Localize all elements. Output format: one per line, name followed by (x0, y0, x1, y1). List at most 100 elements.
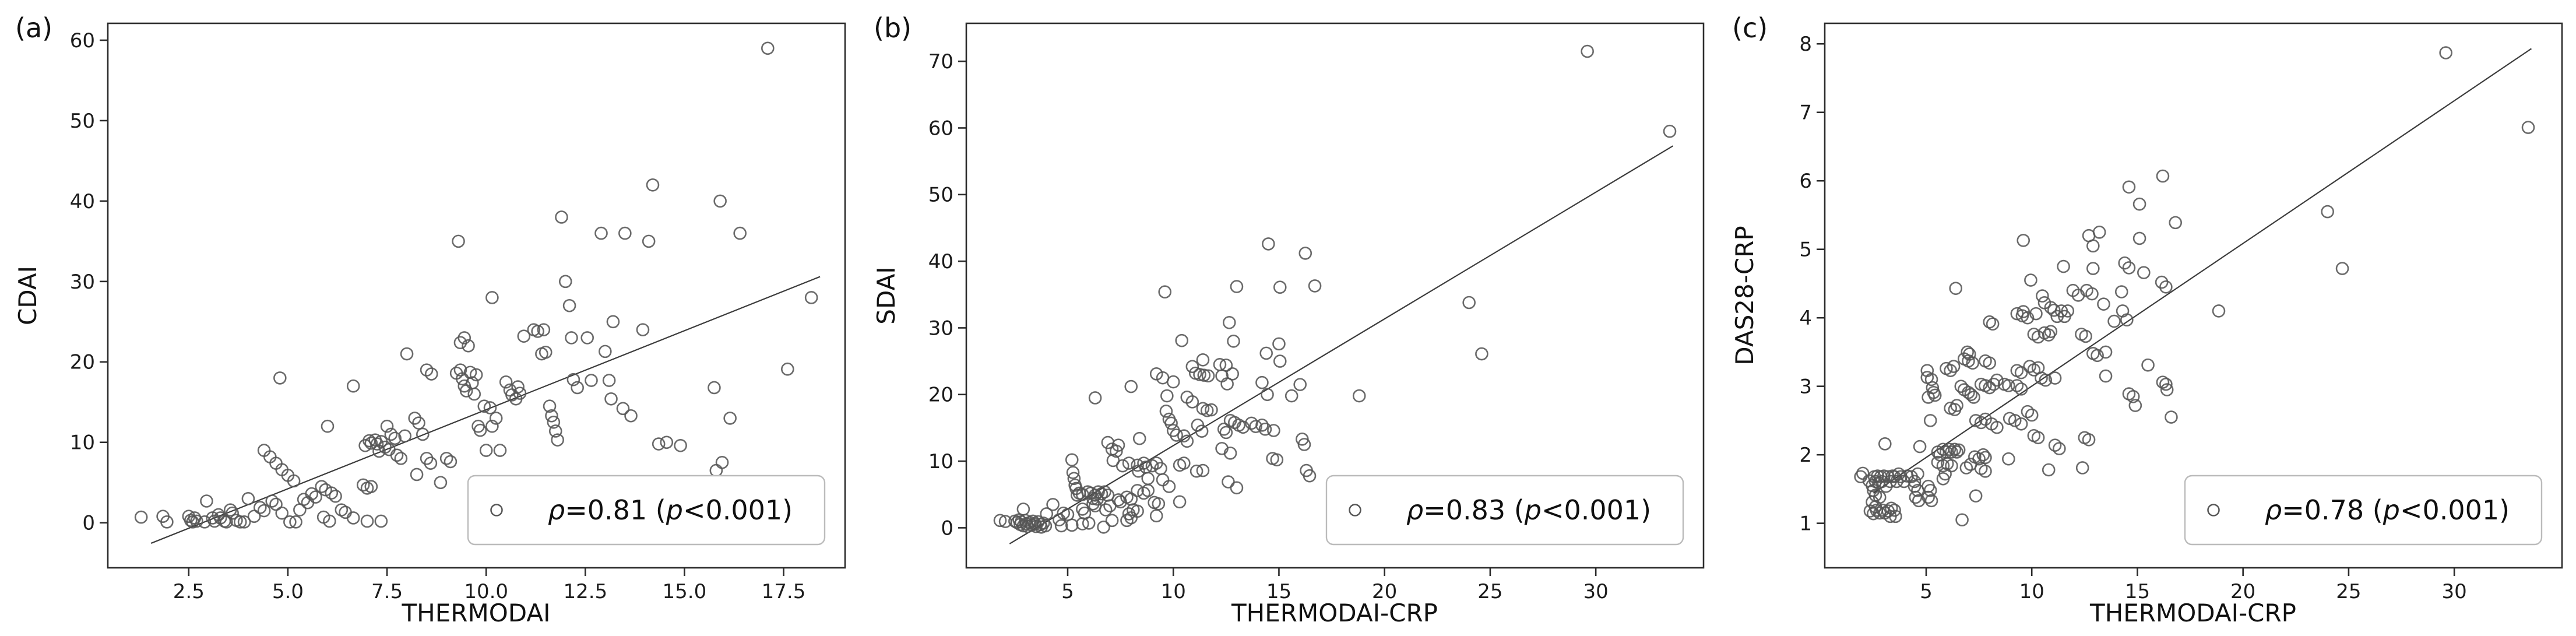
data-point (1273, 280, 1287, 294)
data-point (1054, 519, 1068, 533)
legend-marker-circle-icon (1349, 504, 1361, 516)
data-point (565, 331, 578, 345)
data-point (1201, 369, 1215, 383)
data-point (462, 339, 475, 353)
data-point (2082, 433, 2096, 447)
data-point (1928, 388, 1942, 402)
data-point (1272, 337, 1286, 351)
data-point (2021, 405, 2035, 419)
y-axis-label: DAS28-CRP (1730, 226, 1759, 365)
data-point (2165, 410, 2178, 424)
data-point (2156, 169, 2170, 183)
data-point (1972, 452, 1986, 466)
data-point (160, 515, 174, 529)
x-tick-label: 2.5 (173, 580, 205, 603)
data-point (2029, 307, 2043, 321)
data-point (1945, 459, 1958, 473)
data-point (715, 455, 729, 469)
data-point (599, 345, 612, 359)
data-point (200, 494, 213, 508)
data-point (1132, 431, 1146, 445)
data-point (1942, 442, 1956, 456)
data-point (226, 506, 239, 520)
data-point (1952, 443, 1966, 457)
data-point (1967, 391, 1980, 404)
data-point (1078, 506, 1092, 520)
plot-generated-layer: 5 10 15 20 25 30 0 10 20 30 40 50 60 70 (928, 22, 1705, 603)
data-point (1036, 516, 1050, 530)
data-point (517, 329, 531, 343)
data-point (713, 194, 727, 208)
data-point (2099, 345, 2113, 359)
x-tick-label: 5.0 (272, 580, 304, 603)
data-point (2132, 197, 2146, 211)
legend-label: ρ=0.78 (p<0.001) (2265, 494, 2510, 526)
data-point (1856, 466, 1870, 480)
data-point (1884, 501, 1898, 515)
data-point (1195, 424, 1209, 438)
data-point (364, 436, 378, 450)
x-axis-label: THERMODAI (402, 599, 551, 627)
plot-frame (965, 22, 1705, 569)
x-tick-label: 20 (1372, 580, 1397, 603)
data-point (2031, 431, 2045, 445)
data-point (1132, 464, 1145, 478)
data-point (2057, 259, 2070, 273)
data-point (1950, 445, 1963, 459)
data-point (1969, 489, 1983, 503)
data-point (545, 409, 558, 423)
data-point (555, 210, 568, 224)
data-point (709, 463, 723, 477)
data-point (483, 401, 497, 414)
data-point (558, 275, 572, 289)
y-tick-label: 10 (928, 450, 953, 473)
data-point (1230, 481, 1244, 495)
data-point (1270, 453, 1284, 467)
data-point (1220, 377, 1234, 391)
data-point (2521, 121, 2535, 134)
data-point (1217, 422, 1231, 436)
data-point (602, 374, 616, 387)
y-tick-label: 0 (941, 516, 953, 540)
data-point (1222, 315, 1236, 329)
data-point (2169, 216, 2182, 230)
data-point (1955, 513, 1969, 527)
data-point (1141, 472, 1155, 486)
data-point (2053, 442, 2066, 455)
data-point (1298, 247, 1312, 260)
data-point (2137, 266, 2151, 279)
data-point (2024, 273, 2037, 287)
data-point (1261, 388, 1274, 402)
data-point (2008, 414, 2022, 427)
data-point (2086, 262, 2100, 275)
data-point (2048, 371, 2062, 385)
data-point (190, 514, 203, 528)
y-tick-label: 20 (928, 384, 953, 407)
data-point (1197, 368, 1211, 382)
data-point (1131, 504, 1144, 518)
data-point (566, 373, 580, 386)
y-tick-label: 50 (928, 184, 953, 207)
panel-letter: (b) (874, 12, 912, 44)
data-point (1222, 475, 1235, 489)
data-point (1258, 422, 1272, 436)
data-point (1105, 514, 1119, 528)
data-point (1185, 395, 1199, 409)
data-point (1046, 498, 1060, 511)
y-tick-label: 3 (1799, 375, 1812, 399)
data-point (1262, 237, 1275, 251)
data-point (1255, 419, 1269, 432)
data-point (1303, 469, 1317, 483)
data-point (2097, 297, 2110, 311)
data-point (1983, 315, 1997, 329)
regression-line (1009, 145, 1674, 544)
data-point (2128, 399, 2142, 412)
x-tick-label: 30 (1583, 580, 1609, 603)
data-point (1180, 434, 1194, 448)
data-point (1110, 444, 1123, 458)
legend-label: ρ=0.81 (p<0.001) (548, 494, 793, 526)
data-point (323, 514, 336, 528)
data-point (1190, 464, 1203, 478)
data-point (1884, 475, 1897, 489)
data-point (1909, 490, 1923, 504)
